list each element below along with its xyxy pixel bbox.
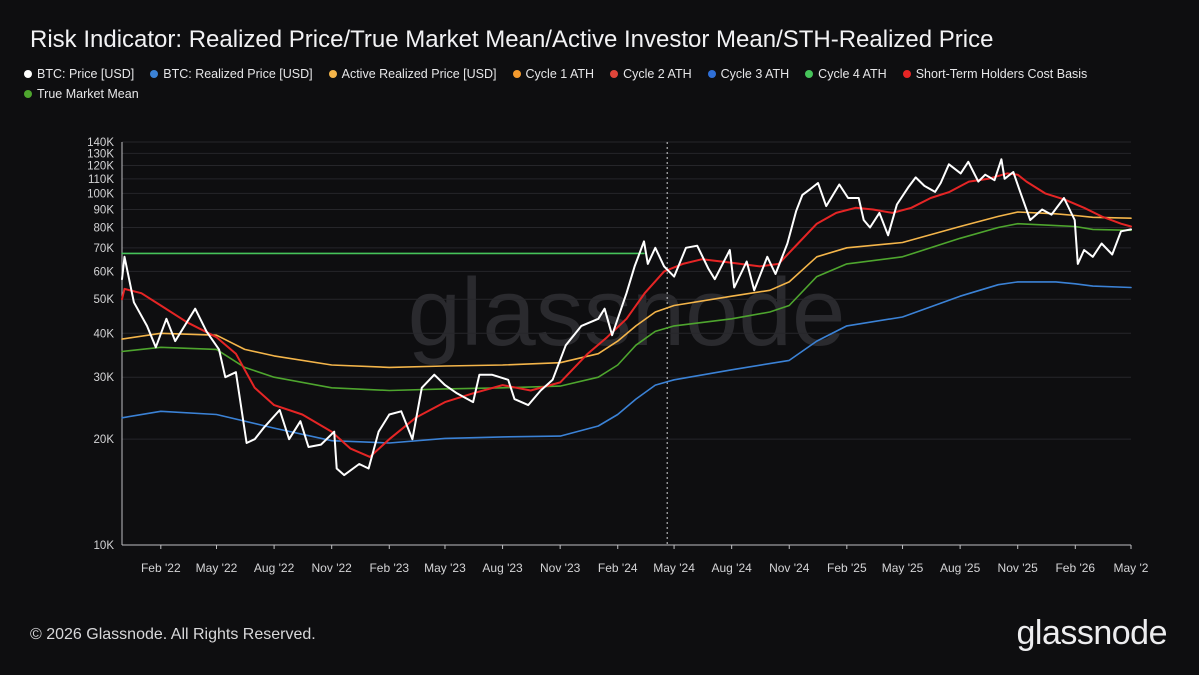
y-tick-label: 40K (94, 328, 115, 340)
y-tick-label: 30K (94, 372, 115, 384)
legend-marker (328, 70, 337, 78)
x-tick-label: Feb '23 (369, 561, 409, 575)
y-tick-label: 140K (87, 137, 114, 149)
x-tick-label: May '25 (882, 561, 924, 575)
legend-label: True Market Mean (37, 87, 139, 101)
legend-item[interactable]: BTC: Realized Price [USD] (150, 67, 313, 81)
series-line-true-market-mean (121, 222, 1132, 392)
legend-marker (512, 70, 521, 78)
x-tick-label: Feb '22 (141, 561, 181, 575)
legend-label: BTC: Price [USD] (37, 67, 135, 81)
watermark: glassnode (408, 259, 846, 366)
x-tick-label: May '23 (424, 561, 466, 575)
y-tick-label: 20K (94, 434, 115, 446)
y-tick-label: 50K (94, 294, 115, 306)
chart-title: Risk Indicator: Realized Price/True Mark… (30, 26, 994, 53)
y-tick-label: 70K (94, 243, 115, 255)
y-tick-label: 130K (87, 148, 114, 160)
x-tick-label: Nov '25 (998, 561, 1039, 575)
legend-item[interactable]: Short-Term Holders Cost Basis (902, 67, 1088, 81)
x-tick-label: Nov '24 (769, 561, 810, 575)
legend-label: Cycle 4 ATH (818, 67, 887, 81)
legend-marker (24, 90, 32, 98)
x-tick-label: Aug '22 (254, 561, 295, 575)
legend-item[interactable]: BTC: Price [USD] (24, 67, 134, 81)
y-tick-label: 90K (94, 204, 115, 216)
legend-label: Cycle 3 ATH (720, 67, 790, 81)
legend-item[interactable]: Cycle 2 ATH (610, 67, 692, 81)
x-tick-label: Aug '25 (940, 561, 981, 575)
legend-label: Cycle 1 ATH (525, 67, 595, 81)
legend-label: Cycle 2 ATH (623, 67, 692, 81)
y-tick-label: 60K (94, 266, 115, 278)
y-tick-label: 80K (94, 222, 115, 234)
brand-logo: glassnode (1016, 614, 1167, 652)
legend-marker (707, 70, 716, 78)
series-line-active-realized-price-usd (121, 211, 1132, 369)
y-tick-label: 100K (87, 188, 114, 200)
legend-marker (150, 70, 159, 78)
legend-item[interactable]: Active Realized Price [USD] (328, 67, 497, 81)
legend-label: Short-Term Holders Cost Basis (915, 67, 1088, 81)
legend-item[interactable]: Cycle 3 ATH (707, 67, 790, 81)
legend-label: Active Realized Price [USD] (341, 67, 497, 81)
series-line-btc-price-usd (121, 158, 1132, 477)
x-tick-label: May '2 (1114, 561, 1149, 575)
x-tick-label: Nov '22 (312, 561, 353, 575)
legend-marker (24, 70, 32, 78)
legend-marker (902, 70, 911, 78)
x-tick-label: Feb '25 (827, 561, 867, 575)
chart-legend: BTC: Price [USD] BTC: Realized Price [USD… (24, 67, 1174, 101)
legend-marker (610, 70, 619, 78)
legend-item[interactable]: Cycle 1 ATH (512, 67, 595, 81)
x-tick-label: Feb '24 (598, 561, 638, 575)
x-tick-label: Aug '24 (711, 561, 752, 575)
legend-item[interactable]: Cycle 4 ATH (805, 67, 887, 81)
x-tick-label: Aug '23 (482, 561, 523, 575)
x-tick-label: Nov '23 (540, 561, 581, 575)
x-tick-label: May '24 (653, 561, 695, 575)
y-tick-label: 110K (88, 174, 114, 186)
legend-marker (805, 70, 814, 78)
legend-item[interactable]: True Market Mean (24, 87, 139, 101)
legend-label: BTC: Realized Price [USD] (163, 67, 313, 81)
y-tick-label: 120K (87, 161, 114, 173)
x-tick-label: May '22 (196, 561, 238, 575)
x-tick-label: Feb '26 (1055, 561, 1095, 575)
copyright-footer: © 2026 Glassnode. All Rights Reserved. (30, 626, 316, 643)
y-tick-label: 10K (94, 540, 115, 552)
